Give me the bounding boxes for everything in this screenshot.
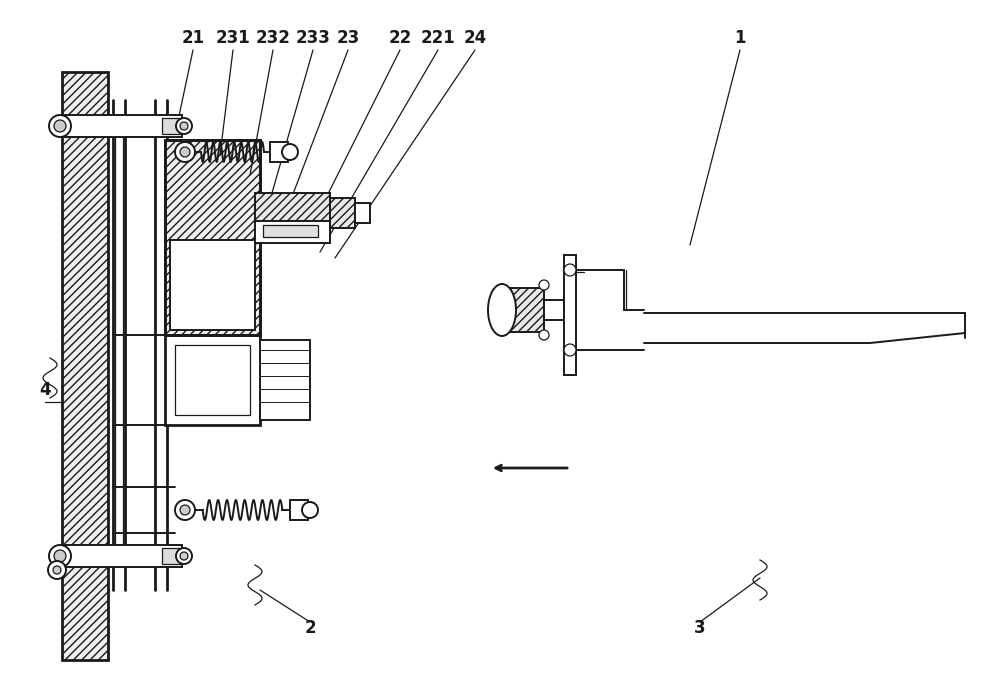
Text: 231: 231 [216, 29, 250, 47]
Circle shape [539, 280, 549, 290]
Bar [165, 140, 260, 335]
Bar [355, 203, 370, 223]
Circle shape [175, 142, 195, 162]
Polygon shape [255, 193, 330, 221]
Bar [62, 115, 182, 137]
Bar [162, 118, 182, 134]
Text: 24: 24 [463, 29, 487, 47]
Polygon shape [62, 72, 108, 660]
Text: 3: 3 [694, 619, 706, 637]
Text: 221: 221 [421, 29, 455, 47]
Bar [270, 142, 288, 162]
Bar [175, 345, 250, 415]
Circle shape [53, 566, 61, 574]
Circle shape [175, 500, 195, 520]
Text: 4: 4 [39, 381, 51, 399]
Bar [263, 225, 318, 237]
Circle shape [176, 548, 192, 564]
Text: 21: 21 [181, 29, 205, 47]
Bar [170, 240, 255, 330]
Circle shape [54, 550, 66, 562]
Text: 233: 233 [296, 29, 330, 47]
Bar [564, 255, 576, 375]
Circle shape [180, 122, 188, 130]
Circle shape [48, 561, 66, 579]
Bar [113, 100, 125, 590]
Polygon shape [165, 140, 260, 335]
Bar [162, 548, 182, 564]
Circle shape [539, 330, 549, 340]
Circle shape [49, 545, 71, 567]
Circle shape [176, 118, 192, 134]
Bar [330, 198, 355, 228]
Bar [165, 335, 260, 425]
Circle shape [302, 502, 318, 518]
Bar [260, 340, 310, 420]
Circle shape [54, 120, 66, 132]
Circle shape [564, 264, 576, 276]
Bar [255, 221, 330, 243]
Text: 232: 232 [256, 29, 290, 47]
Text: 2: 2 [304, 619, 316, 637]
Text: 23: 23 [336, 29, 360, 47]
Circle shape [282, 144, 298, 160]
Text: 22: 22 [388, 29, 412, 47]
Circle shape [564, 344, 576, 356]
Circle shape [49, 115, 71, 137]
Ellipse shape [488, 284, 516, 336]
Circle shape [180, 552, 188, 560]
Circle shape [180, 147, 190, 157]
Bar [62, 545, 182, 567]
Bar [544, 300, 564, 320]
Circle shape [180, 505, 190, 515]
Bar [290, 500, 308, 520]
Text: 1: 1 [734, 29, 746, 47]
Polygon shape [502, 288, 544, 332]
Bar [155, 100, 167, 590]
